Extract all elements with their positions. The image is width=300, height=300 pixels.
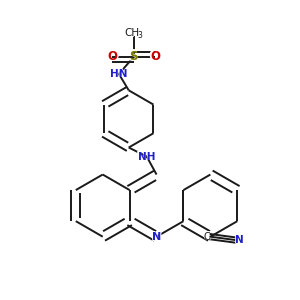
Text: NH: NH: [138, 152, 155, 161]
Text: N: N: [235, 235, 244, 245]
Text: CH: CH: [124, 28, 140, 38]
Text: HN: HN: [108, 68, 130, 80]
Text: N: N: [234, 233, 245, 247]
Text: N: N: [152, 232, 161, 242]
Text: C: C: [203, 232, 210, 242]
Text: N: N: [151, 230, 162, 244]
Text: CH: CH: [122, 27, 142, 40]
Text: O: O: [150, 50, 160, 64]
Text: C: C: [202, 230, 211, 243]
Text: O: O: [149, 50, 161, 64]
Text: S: S: [128, 50, 139, 64]
Text: NH: NH: [136, 150, 158, 163]
Text: S: S: [129, 50, 138, 64]
Text: 3: 3: [137, 31, 142, 40]
Text: O: O: [106, 50, 118, 64]
Text: HN: HN: [110, 69, 128, 79]
Text: O: O: [107, 50, 117, 64]
